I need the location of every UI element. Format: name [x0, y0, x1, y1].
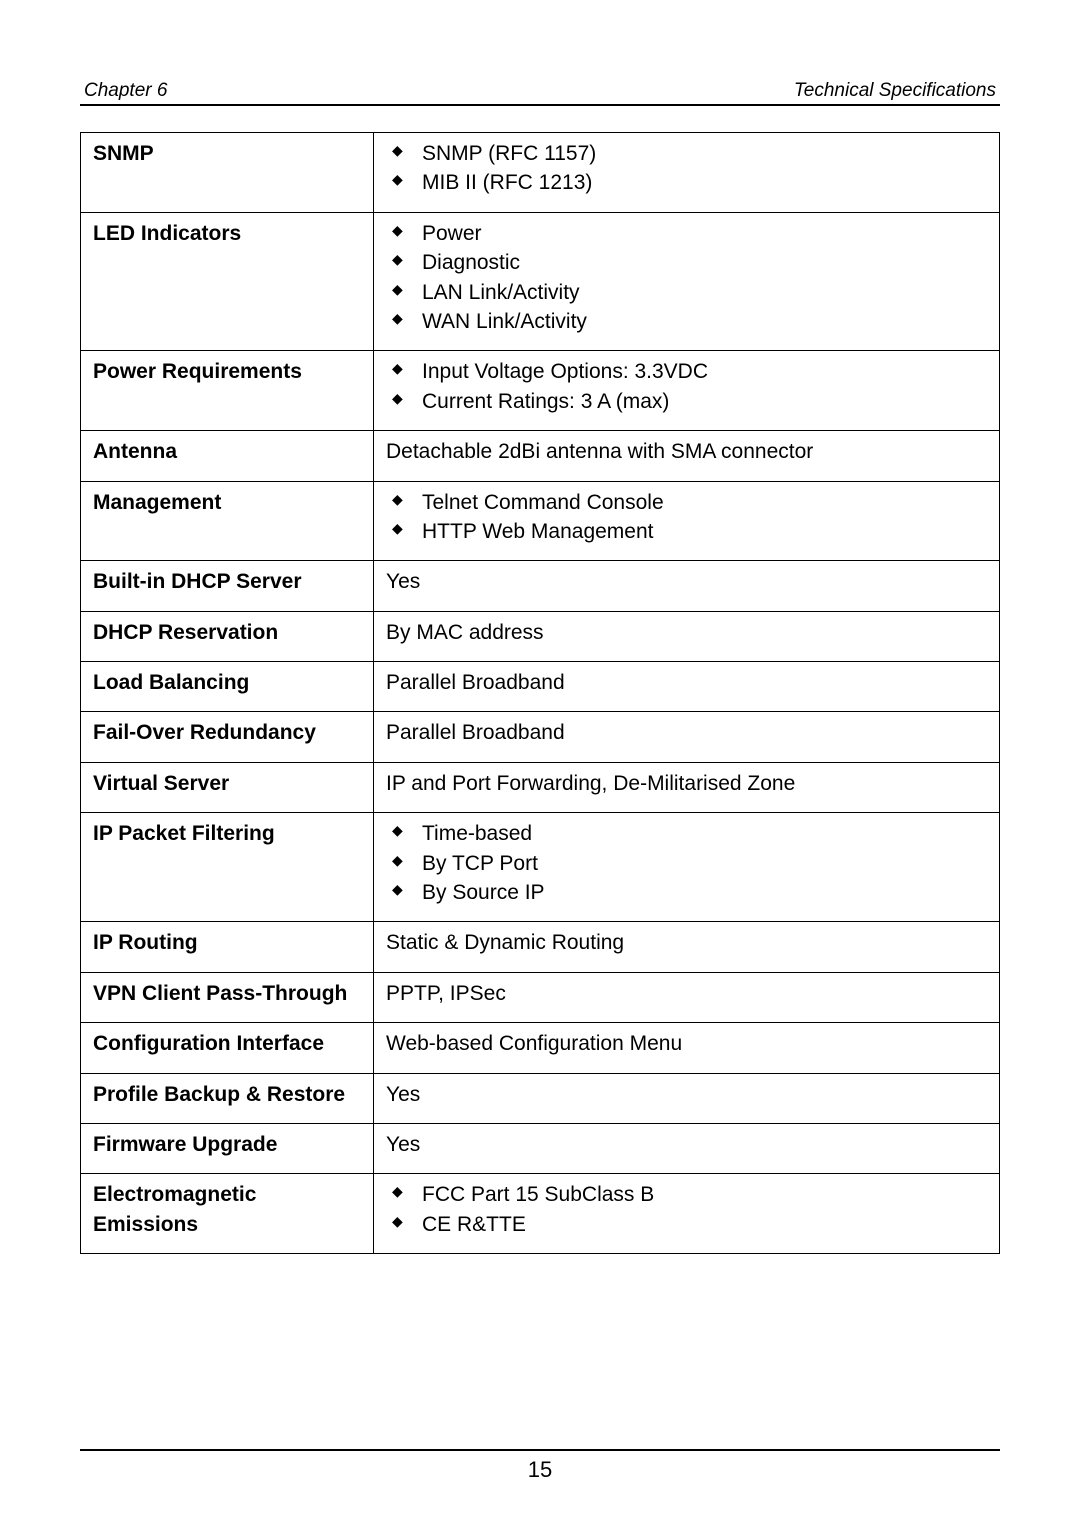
table-row: IP Packet FilteringTime-basedBy TCP Port… — [81, 813, 1000, 922]
table-row: Electromagnetic EmissionsFCC Part 15 Sub… — [81, 1174, 1000, 1254]
spec-value: Yes — [374, 1123, 1000, 1173]
spec-value: IP and Port Forwarding, De-Militarised Z… — [374, 762, 1000, 812]
table-row: Fail-Over RedundancyParallel Broadband — [81, 712, 1000, 762]
page-header: Chapter 6 Technical Specifications — [80, 80, 1000, 106]
spec-list: SNMP (RFC 1157)MIB II (RFC 1213) — [386, 139, 989, 198]
spec-label: IP Routing — [81, 922, 374, 972]
table-row: VPN Client Pass-ThroughPPTP, IPSec — [81, 972, 1000, 1022]
spec-table: SNMPSNMP (RFC 1157)MIB II (RFC 1213)LED … — [80, 132, 1000, 1254]
spec-label: Profile Backup & Restore — [81, 1073, 374, 1123]
spec-value: Detachable 2dBi antenna with SMA connect… — [374, 431, 1000, 481]
spec-value: Input Voltage Options: 3.3VDCCurrent Rat… — [374, 351, 1000, 431]
table-row: Firmware UpgradeYes — [81, 1123, 1000, 1173]
table-row: LED IndicatorsPowerDiagnosticLAN Link/Ac… — [81, 212, 1000, 351]
spec-label: Electromagnetic Emissions — [81, 1174, 374, 1254]
spec-value: Web-based Configuration Menu — [374, 1023, 1000, 1073]
spec-label: SNMP — [81, 133, 374, 213]
table-row: Power RequirementsInput Voltage Options:… — [81, 351, 1000, 431]
spec-list-item: Current Ratings: 3 A (max) — [386, 387, 989, 416]
spec-value: Static & Dynamic Routing — [374, 922, 1000, 972]
spec-list-item: MIB II (RFC 1213) — [386, 168, 989, 197]
spec-list-item: LAN Link/Activity — [386, 278, 989, 307]
spec-label: LED Indicators — [81, 212, 374, 351]
spec-list-item: By Source IP — [386, 878, 989, 907]
spec-value: FCC Part 15 SubClass BCE R&TTE — [374, 1174, 1000, 1254]
spec-value: Yes — [374, 561, 1000, 611]
spec-label: Antenna — [81, 431, 374, 481]
page-footer: 15 — [80, 1449, 1000, 1483]
spec-list-item: FCC Part 15 SubClass B — [386, 1180, 989, 1209]
spec-list-item: SNMP (RFC 1157) — [386, 139, 989, 168]
spec-label: Power Requirements — [81, 351, 374, 431]
table-row: IP RoutingStatic & Dynamic Routing — [81, 922, 1000, 972]
spec-list: Time-basedBy TCP PortBy Source IP — [386, 819, 989, 907]
table-row: Built-in DHCP ServerYes — [81, 561, 1000, 611]
table-row: Configuration InterfaceWeb-based Configu… — [81, 1023, 1000, 1073]
spec-value: Time-basedBy TCP PortBy Source IP — [374, 813, 1000, 922]
spec-label: Management — [81, 481, 374, 561]
spec-value: Yes — [374, 1073, 1000, 1123]
spec-label: Fail-Over Redundancy — [81, 712, 374, 762]
table-row: Virtual ServerIP and Port Forwarding, De… — [81, 762, 1000, 812]
spec-list-item: By TCP Port — [386, 849, 989, 878]
table-row: Load BalancingParallel Broadband — [81, 662, 1000, 712]
spec-label: Built-in DHCP Server — [81, 561, 374, 611]
table-row: Profile Backup & RestoreYes — [81, 1073, 1000, 1123]
spec-label: Firmware Upgrade — [81, 1123, 374, 1173]
spec-value: Parallel Broadband — [374, 712, 1000, 762]
header-right: Technical Specifications — [794, 80, 996, 102]
spec-list-item: Input Voltage Options: 3.3VDC — [386, 357, 989, 386]
spec-label: VPN Client Pass-Through — [81, 972, 374, 1022]
spec-list-item: Telnet Command Console — [386, 488, 989, 517]
table-row: ManagementTelnet Command ConsoleHTTP Web… — [81, 481, 1000, 561]
spec-value: Telnet Command ConsoleHTTP Web Managemen… — [374, 481, 1000, 561]
spec-list-item: Power — [386, 219, 989, 248]
spec-label: Virtual Server — [81, 762, 374, 812]
spec-value: SNMP (RFC 1157)MIB II (RFC 1213) — [374, 133, 1000, 213]
spec-list: Input Voltage Options: 3.3VDCCurrent Rat… — [386, 357, 989, 416]
spec-value: Parallel Broadband — [374, 662, 1000, 712]
table-row: DHCP ReservationBy MAC address — [81, 611, 1000, 661]
spec-label: Configuration Interface — [81, 1023, 374, 1073]
spec-list: PowerDiagnosticLAN Link/ActivityWAN Link… — [386, 219, 989, 337]
spec-list: Telnet Command ConsoleHTTP Web Managemen… — [386, 488, 989, 547]
spec-label: Load Balancing — [81, 662, 374, 712]
spec-value: By MAC address — [374, 611, 1000, 661]
spec-label: DHCP Reservation — [81, 611, 374, 661]
spec-list: FCC Part 15 SubClass BCE R&TTE — [386, 1180, 989, 1239]
spec-label: IP Packet Filtering — [81, 813, 374, 922]
table-row: AntennaDetachable 2dBi antenna with SMA … — [81, 431, 1000, 481]
page-number: 15 — [528, 1457, 552, 1482]
spec-list-item: WAN Link/Activity — [386, 307, 989, 336]
spec-list-item: CE R&TTE — [386, 1210, 989, 1239]
spec-value: PowerDiagnosticLAN Link/ActivityWAN Link… — [374, 212, 1000, 351]
spec-list-item: Time-based — [386, 819, 989, 848]
table-row: SNMPSNMP (RFC 1157)MIB II (RFC 1213) — [81, 133, 1000, 213]
spec-list-item: HTTP Web Management — [386, 517, 989, 546]
spec-list-item: Diagnostic — [386, 248, 989, 277]
header-left: Chapter 6 — [84, 80, 167, 102]
spec-value: PPTP, IPSec — [374, 972, 1000, 1022]
